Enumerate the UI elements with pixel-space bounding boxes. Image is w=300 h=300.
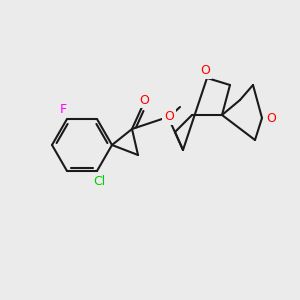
- Text: Cl: Cl: [93, 176, 105, 188]
- Text: O: O: [200, 64, 210, 77]
- Text: F: F: [59, 103, 67, 116]
- Text: O: O: [266, 112, 276, 124]
- Text: O: O: [164, 110, 174, 124]
- Text: O: O: [139, 94, 149, 106]
